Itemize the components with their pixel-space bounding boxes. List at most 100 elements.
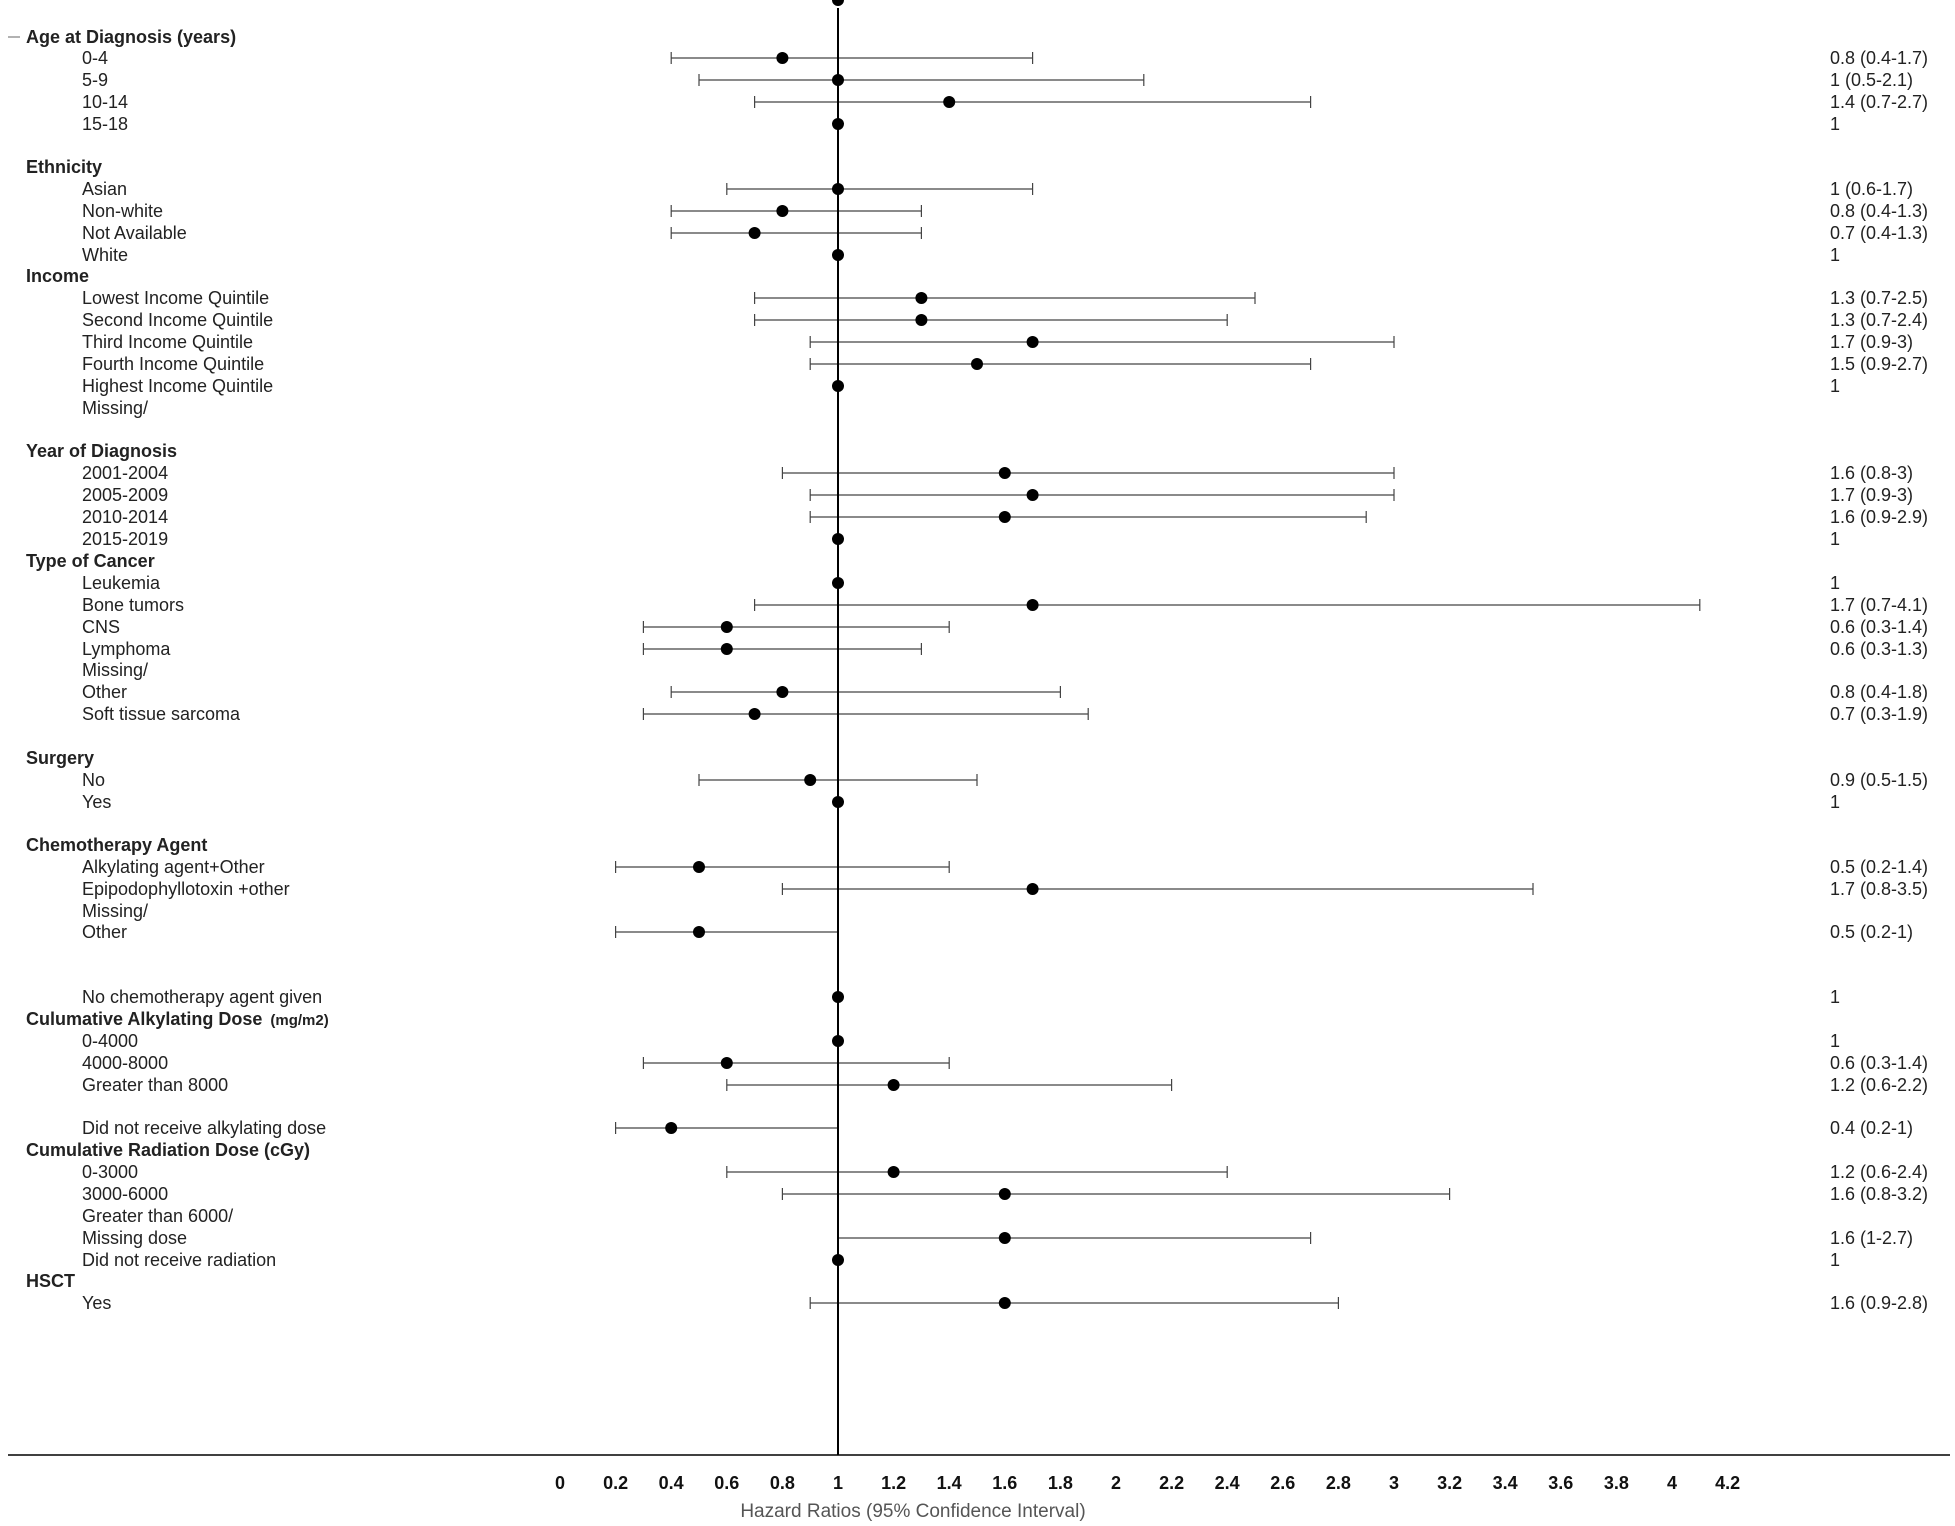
group-header: Culumative Alkylating Dose (mg/m2)	[26, 1009, 329, 1029]
hr-value-text: 1.2 (0.6-2.4)	[1830, 1162, 1928, 1182]
x-tick-label: 3.2	[1437, 1473, 1462, 1493]
row-label: 0-4	[82, 48, 108, 68]
x-tick-label: 2.6	[1270, 1473, 1295, 1493]
hr-value-text: 1	[1830, 1250, 1840, 1270]
row-label: No chemotherapy agent given	[82, 987, 322, 1007]
hr-point	[804, 774, 817, 786]
hr-value-text: 1.6 (0.9-2.9)	[1830, 507, 1928, 527]
row-label: Yes	[82, 792, 111, 812]
row-label: Missing/	[82, 398, 148, 418]
row-label: Other	[82, 682, 127, 702]
x-tick-label: 0.2	[603, 1473, 628, 1493]
hr-value-text: 1.7 (0.9-3)	[1830, 332, 1913, 352]
hr-value-text: 1	[1830, 1031, 1840, 1051]
x-axis-ticks: 0 0.2 0.4 0.6 0.8 1 1.2 1.4 1.6 1.8 2 2.2 2.4 2.6 2.8 3…	[555, 1473, 1740, 1493]
row-label: Did not receive radiation	[82, 1250, 276, 1270]
hr-value-text: 1 (0.5-2.1)	[1830, 70, 1913, 90]
hr-point	[998, 1188, 1011, 1200]
hr-value-text: 0.7 (0.3-1.9)	[1830, 704, 1928, 724]
hr-value-text: 1.7 (0.9-3)	[1830, 485, 1913, 505]
row-label: 0-4000	[82, 1031, 138, 1051]
hr-value-text: 1.6 (1-2.7)	[1830, 1228, 1913, 1248]
hr-point	[998, 1232, 1011, 1244]
hr-point	[720, 621, 733, 633]
x-tick-label: 1.8	[1048, 1473, 1073, 1493]
hr-value-text: 0.7 (0.4-1.3)	[1830, 223, 1928, 243]
hr-value-text: 0.5 (0.2-1)	[1830, 922, 1913, 942]
hr-point	[1026, 336, 1039, 348]
row-label: Third Income Quintile	[82, 332, 253, 352]
row-label: No	[82, 0, 105, 4]
hr-value-text: 0.6 (0.3-1.4)	[1830, 1053, 1928, 1073]
row-label: Yes	[82, 1293, 111, 1313]
hr-point	[1026, 599, 1039, 611]
row-label: 2010-2014	[82, 507, 168, 527]
group-header-unit: (mg/m2)	[270, 1012, 328, 1029]
row-label: Highest Income Quintile	[82, 376, 273, 396]
hr-point	[887, 1079, 900, 1091]
row-label: Lowest Income Quintile	[82, 288, 269, 308]
hr-value-text: 0.8 (0.4-1.8)	[1830, 682, 1928, 702]
hr-value-text: 1.6 (0.9-2.8)	[1830, 1293, 1928, 1313]
hr-value-text: 1	[1830, 573, 1840, 593]
hr-value-text: 1.5 (0.9-2.7)	[1830, 354, 1928, 374]
hr-value-text: 1.6 (0.8-3.2)	[1830, 1184, 1928, 1204]
x-tick-label: 1.4	[937, 1473, 962, 1493]
row-label: 2015-2019	[82, 529, 168, 549]
x-tick-label: 4	[1667, 1473, 1677, 1493]
category-labels: Age at Diagnosis (years)0-45-910-1415-18…	[26, 0, 329, 1313]
row-label: 5-9	[82, 70, 108, 90]
hr-value-text: 0.9 (0.5-1.5)	[1830, 770, 1928, 790]
x-tick-label: 3.8	[1604, 1473, 1629, 1493]
x-tick-label: 0.6	[714, 1473, 739, 1493]
hr-value-text: 1.7 (0.8-3.5)	[1830, 879, 1928, 899]
hr-point	[776, 205, 789, 217]
row-label: 10-14	[82, 92, 128, 112]
hazard-ratio-points	[665, 0, 1039, 1309]
row-label: Alkylating agent+Other	[82, 857, 265, 877]
row-label: 2001-2004	[82, 463, 168, 483]
row-label: Epipodophyllotoxin +other	[82, 879, 290, 899]
row-label: Soft tissue sarcoma	[82, 704, 241, 724]
hr-value-text: 1	[1830, 792, 1840, 812]
hr-value-text: 1	[1830, 245, 1840, 265]
x-tick-label: 4.2	[1715, 1473, 1740, 1493]
hr-value-text: 1	[1830, 0, 1840, 4]
x-tick-label: 3	[1389, 1473, 1399, 1493]
row-label: Other	[82, 922, 127, 942]
hr-value-text: 1 (0.6-1.7)	[1830, 179, 1913, 199]
hr-value-text: 1	[1830, 987, 1840, 1007]
group-header: HSCT	[26, 1271, 75, 1291]
x-tick-label: 2.4	[1215, 1473, 1240, 1493]
row-label: 2005-2009	[82, 485, 168, 505]
row-label: No	[82, 770, 105, 790]
hr-point	[693, 861, 705, 873]
row-label: 15-18	[82, 114, 128, 134]
hr-value-text: 1.3 (0.7-2.4)	[1830, 310, 1928, 330]
row-label: 4000-8000	[82, 1053, 168, 1073]
x-tick-label: 3.6	[1548, 1473, 1573, 1493]
row-label: Asian	[82, 179, 127, 199]
hr-value-text: 1	[1830, 529, 1840, 549]
group-header: Surgery	[26, 748, 94, 768]
row-label: Greater than 6000/	[82, 1206, 233, 1226]
hr-value-text: 0.5 (0.2-1.4)	[1830, 857, 1928, 877]
hr-point	[1026, 883, 1039, 895]
hr-value-text: 0.4 (0.2-1)	[1830, 1118, 1913, 1138]
hr-value-text: 1.2 (0.6-2.2)	[1830, 1075, 1928, 1095]
hr-point	[748, 227, 761, 239]
x-tick-label: 2.2	[1159, 1473, 1184, 1493]
hr-point	[943, 96, 956, 108]
row-label: Missing dose	[82, 1228, 187, 1248]
row-label: Greater than 8000	[82, 1075, 228, 1095]
row-label: 0-3000	[82, 1162, 138, 1182]
hr-point	[693, 926, 705, 938]
x-tick-label: 0	[555, 1473, 565, 1493]
hr-point	[665, 1122, 678, 1134]
x-tick-label: 2.8	[1326, 1473, 1351, 1493]
hr-point	[748, 708, 761, 720]
row-label: Missing/	[82, 901, 148, 921]
hr-point	[1026, 489, 1039, 501]
hr-point	[720, 643, 733, 655]
